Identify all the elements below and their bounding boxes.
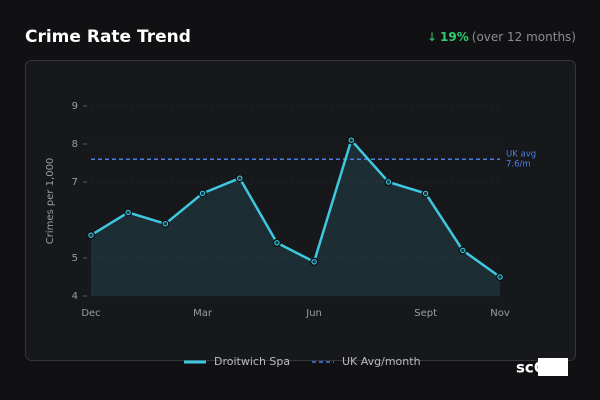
reference-value-label: 7.6/m <box>506 160 531 170</box>
logo-box <box>538 358 568 376</box>
legend-label: UK Avg/month <box>342 355 421 368</box>
point-ring <box>311 259 317 265</box>
point-ring <box>88 232 94 238</box>
y-tick-label: 7 <box>72 177 78 188</box>
y-tick-label: 9 <box>72 101 78 112</box>
change-note: (over 12 months) <box>472 30 576 44</box>
legend-label: Droitwich Spa <box>214 355 290 368</box>
logo: scOS <box>516 359 557 377</box>
point-ring <box>162 221 169 227</box>
point-ring <box>125 209 131 216</box>
area <box>91 140 500 296</box>
x-tick-label: Sept <box>414 308 437 319</box>
x-tick-label: Dec <box>81 308 100 319</box>
change-value: 19% <box>440 30 469 44</box>
x-tick-label: Jun <box>305 308 322 319</box>
point-ring <box>348 137 354 143</box>
y-tick-label: 4 <box>72 291 78 302</box>
y-tick-label: 8 <box>72 139 78 150</box>
y-axis-label: Crimes per 1,000 <box>45 158 56 245</box>
point-ring <box>237 175 243 181</box>
point-ring <box>422 190 429 197</box>
change-summary: ↓ 19% (over 12 months) <box>427 30 576 44</box>
reference-label: UK avg <box>506 150 536 160</box>
point-ring <box>460 247 466 254</box>
legend: Droitwich Spa UK Avg/month <box>184 355 421 368</box>
point-ring <box>497 274 503 280</box>
x-tick-label: Nov <box>490 308 510 319</box>
chart-title: Crime Rate Trend <box>25 27 191 47</box>
point-ring <box>199 190 206 197</box>
line <box>90 138 501 279</box>
chart-card <box>25 60 576 361</box>
y-tick-label: 5 <box>72 253 78 264</box>
x-tick-label: Mar <box>193 308 213 319</box>
point-ring <box>385 179 392 185</box>
change-arrow: ↓ <box>427 30 437 44</box>
point-ring <box>274 240 280 246</box>
